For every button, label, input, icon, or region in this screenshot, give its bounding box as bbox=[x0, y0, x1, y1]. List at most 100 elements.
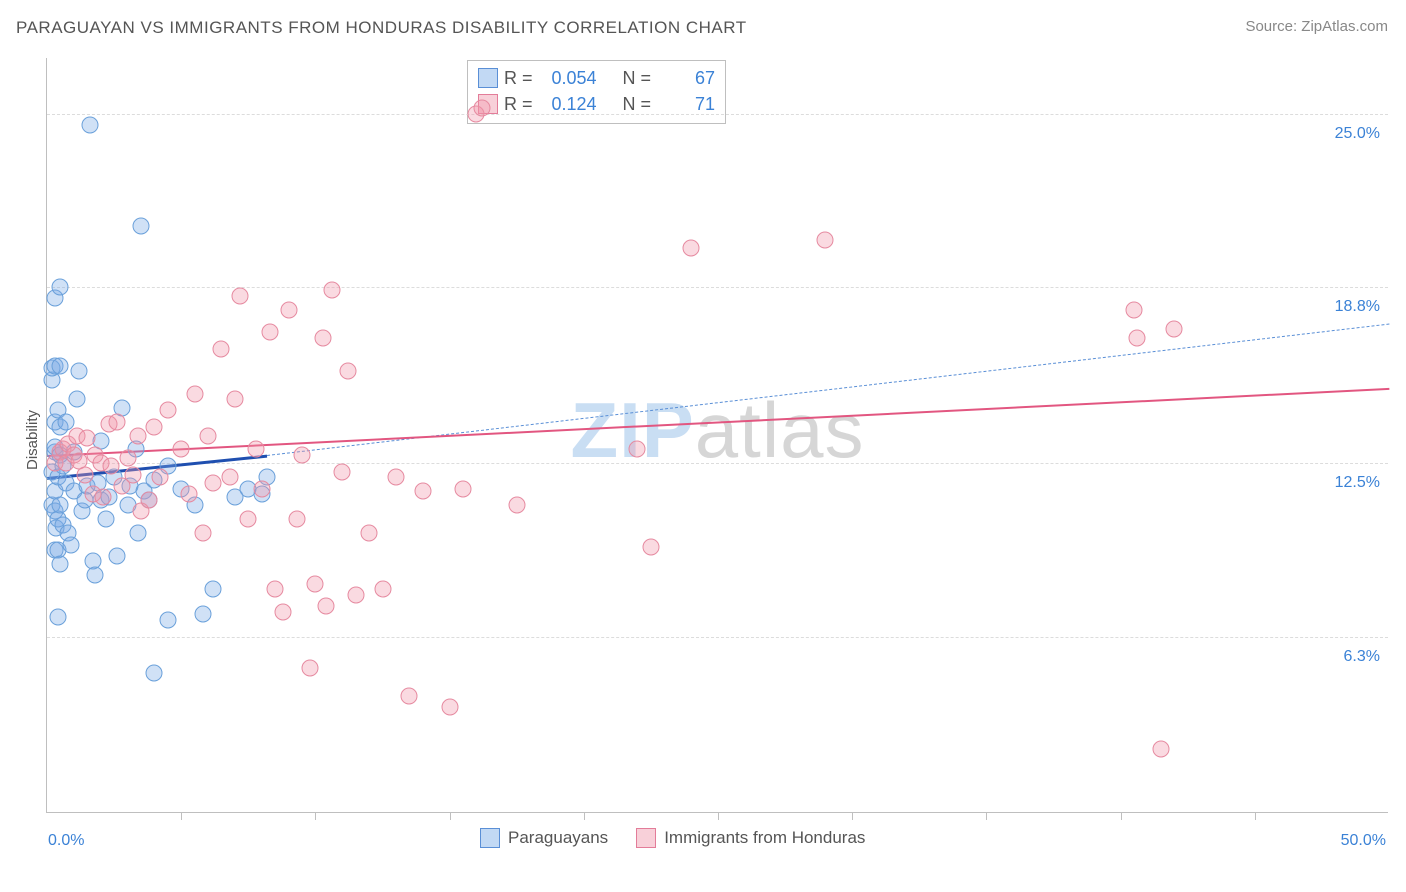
gridline bbox=[47, 637, 1388, 638]
data-point bbox=[374, 581, 391, 598]
data-point bbox=[52, 279, 69, 296]
data-point bbox=[261, 324, 278, 341]
data-point bbox=[817, 231, 834, 248]
legend-label: Immigrants from Honduras bbox=[664, 828, 865, 848]
data-point bbox=[683, 240, 700, 257]
data-point bbox=[130, 525, 147, 542]
data-point bbox=[194, 606, 211, 623]
data-point bbox=[267, 581, 284, 598]
data-point bbox=[71, 363, 88, 380]
data-point bbox=[414, 483, 431, 500]
data-point bbox=[213, 340, 230, 357]
legend-item: Paraguayans bbox=[480, 828, 608, 848]
data-point bbox=[159, 402, 176, 419]
data-point bbox=[253, 480, 270, 497]
legend-label: Paraguayans bbox=[508, 828, 608, 848]
stat-n-value: 67 bbox=[657, 65, 715, 91]
data-point bbox=[200, 427, 217, 444]
data-point bbox=[323, 282, 340, 299]
x-tick bbox=[1121, 812, 1122, 820]
x-tick bbox=[718, 812, 719, 820]
data-point bbox=[275, 603, 292, 620]
data-point bbox=[1128, 329, 1145, 346]
data-point bbox=[95, 489, 112, 506]
data-point bbox=[226, 391, 243, 408]
chart-title: PARAGUAYAN VS IMMIGRANTS FROM HONDURAS D… bbox=[16, 18, 747, 38]
data-point bbox=[205, 475, 222, 492]
x-tick bbox=[1255, 812, 1256, 820]
stat-n-label: N = bbox=[623, 65, 652, 91]
stat-r-label: R = bbox=[504, 65, 533, 91]
data-point bbox=[387, 469, 404, 486]
data-point bbox=[334, 463, 351, 480]
data-point bbox=[473, 100, 490, 117]
x-axis-min-label: 0.0% bbox=[48, 832, 84, 850]
data-point bbox=[186, 385, 203, 402]
data-point bbox=[173, 441, 190, 458]
data-point bbox=[1152, 740, 1169, 757]
data-point bbox=[302, 659, 319, 676]
data-point bbox=[629, 441, 646, 458]
stat-row: R =0.054 N =67 bbox=[478, 65, 715, 91]
data-point bbox=[1166, 321, 1183, 338]
data-point bbox=[81, 117, 98, 134]
data-point bbox=[401, 687, 418, 704]
data-point bbox=[205, 581, 222, 598]
y-tick-label: 18.8% bbox=[1335, 298, 1380, 316]
data-point bbox=[49, 609, 66, 626]
x-tick bbox=[315, 812, 316, 820]
data-point bbox=[240, 511, 257, 528]
watermark: ZIPatlas bbox=[570, 385, 864, 476]
data-point bbox=[68, 391, 85, 408]
data-point bbox=[119, 449, 136, 466]
gridline bbox=[47, 287, 1388, 288]
data-point bbox=[146, 419, 163, 436]
data-point bbox=[181, 486, 198, 503]
scatter-plot: ZIPatlas R =0.054N =67R =0.124N =71 6.3%… bbox=[46, 58, 1388, 813]
gridline bbox=[47, 114, 1388, 115]
data-point bbox=[151, 469, 168, 486]
data-point bbox=[124, 466, 141, 483]
data-point bbox=[508, 497, 525, 514]
data-point bbox=[146, 665, 163, 682]
data-point bbox=[339, 363, 356, 380]
series-swatch bbox=[636, 828, 656, 848]
x-tick bbox=[181, 812, 182, 820]
y-tick-label: 6.3% bbox=[1344, 648, 1380, 666]
data-point bbox=[455, 480, 472, 497]
data-point bbox=[63, 536, 80, 553]
data-point bbox=[232, 287, 249, 304]
data-point bbox=[347, 586, 364, 603]
data-point bbox=[76, 466, 93, 483]
data-point bbox=[159, 612, 176, 629]
data-point bbox=[52, 497, 69, 514]
x-tick bbox=[450, 812, 451, 820]
data-point bbox=[1126, 301, 1143, 318]
data-point bbox=[52, 357, 69, 374]
data-point bbox=[52, 556, 69, 573]
series-swatch bbox=[478, 68, 498, 88]
stat-r-value: 0.054 bbox=[539, 65, 597, 91]
data-point bbox=[108, 413, 125, 430]
data-point bbox=[642, 539, 659, 556]
data-point bbox=[441, 698, 458, 715]
data-point bbox=[108, 547, 125, 564]
data-point bbox=[98, 511, 115, 528]
data-point bbox=[79, 430, 96, 447]
x-axis-max-label: 50.0% bbox=[1341, 832, 1386, 850]
data-point bbox=[361, 525, 378, 542]
data-point bbox=[221, 469, 238, 486]
data-point bbox=[288, 511, 305, 528]
x-tick bbox=[584, 812, 585, 820]
series-swatch bbox=[480, 828, 500, 848]
data-point bbox=[130, 427, 147, 444]
x-tick bbox=[986, 812, 987, 820]
data-point bbox=[280, 301, 297, 318]
data-point bbox=[132, 217, 149, 234]
y-tick-label: 12.5% bbox=[1335, 474, 1380, 492]
source-attribution: Source: ZipAtlas.com bbox=[1245, 18, 1388, 35]
data-point bbox=[194, 525, 211, 542]
x-tick bbox=[852, 812, 853, 820]
legend-item: Immigrants from Honduras bbox=[636, 828, 865, 848]
data-point bbox=[315, 329, 332, 346]
